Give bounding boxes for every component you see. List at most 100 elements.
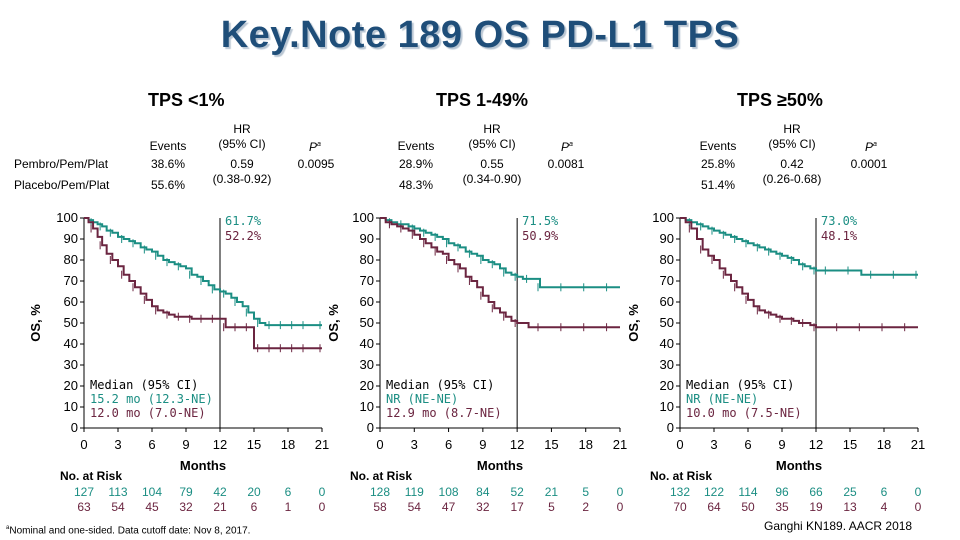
panel-3-y-tick-label: 40 <box>660 336 674 351</box>
panel-1-at-risk-placebo: 21 <box>213 500 227 514</box>
panel-3-x-tick-label: 0 <box>676 437 683 452</box>
panel-1-at-risk-label: No. at Risk <box>60 469 122 483</box>
panel-2-median-pembro: NR (NE-NE) <box>386 392 458 406</box>
panel-1-y-tick-label: 0 <box>71 420 78 435</box>
panel-3-at-risk-placebo: 0 <box>915 500 922 514</box>
panel-1-at-risk-pembro: 127 <box>74 485 94 499</box>
panel-3-at-risk-pembro: 132 <box>670 485 690 499</box>
panel-3-ci-value: (0.26-0.68) <box>762 172 822 186</box>
panel-2-ci-header: (95% CI) <box>468 137 516 151</box>
panel-1-events-pembro: 38.6% <box>150 157 186 171</box>
panel-2-at-risk-pembro: 52 <box>510 485 524 499</box>
panel-1-x-tick-label: 6 <box>148 437 155 452</box>
panel-3-at-risk-pembro: 66 <box>809 485 823 499</box>
panel-2-at-risk-placebo: 0 <box>617 500 624 514</box>
panel-1-y-tick-label: 30 <box>64 357 78 372</box>
panel-2-events-pembro: 28.9% <box>398 157 434 171</box>
panel-3-landmark-pembro: 73.0% <box>821 214 858 228</box>
panel-2-p-header: Pa <box>561 140 573 154</box>
panel-1-x-tick-label: 3 <box>114 437 121 452</box>
panel-3-y-tick-label: 100 <box>652 210 674 225</box>
panel-3-x-tick-label: 21 <box>911 437 925 452</box>
panel-2-y-tick-label: 90 <box>360 231 374 246</box>
panel-2-y-axis-label: OS, % <box>326 304 341 342</box>
panel-2-at-risk-pembro: 119 <box>405 485 424 499</box>
panel-1-hr-header: HR <box>233 122 251 136</box>
panel-1-at-risk-placebo: 32 <box>179 500 193 514</box>
panel-2-hr-value: 0.55 <box>480 157 504 171</box>
panel-3-at-risk-pembro: 122 <box>704 485 724 499</box>
panel-2-at-risk-placebo: 32 <box>476 500 490 514</box>
panel-2-y-tick-label: 100 <box>352 210 374 225</box>
panel-2-curve-placebo <box>380 217 620 329</box>
panel-1-title: TPS <1% <box>148 90 225 110</box>
panel-1-y-tick-label: 10 <box>64 399 78 414</box>
panel-1-y-tick-label: 50 <box>64 315 78 330</box>
panel-2-y-tick-label: 70 <box>360 273 374 288</box>
panel-3-events-placebo: 51.4% <box>700 178 736 192</box>
panel-3-events-header: Events <box>699 139 737 153</box>
panel-1-x-axis-label: Months <box>180 458 226 473</box>
panel-3-at-risk-pembro: 114 <box>738 485 757 499</box>
panel-1-at-risk-pembro: 6 <box>285 485 292 499</box>
panel-3-p-value: 0.0001 <box>850 157 888 171</box>
panel-1-median-label: Median (95% CI) <box>90 378 198 392</box>
panel-1-x-tick-label: 12 <box>213 437 227 452</box>
panel-3-title: TPS ≥50% <box>737 90 823 110</box>
panel-3-hr-header: HR <box>783 122 801 136</box>
panel-2-x-tick-label: 9 <box>479 437 486 452</box>
panel-2-at-risk-pembro: 84 <box>476 485 490 499</box>
panel-1-events-header: Events <box>149 139 187 153</box>
panel-1-x-tick-label: 18 <box>281 437 295 452</box>
panel-3-x-tick-label: 12 <box>809 437 823 452</box>
panel-3-y-tick-label: 60 <box>660 294 674 309</box>
panel-1-x-tick-label: 0 <box>80 437 87 452</box>
panel-3-hr-value: 0.42 <box>780 157 804 171</box>
panel-2-at-risk-pembro: 0 <box>617 485 624 499</box>
panel-1-median-pembro: 15.2 mo (12.3-NE) <box>90 392 213 406</box>
panel-2-median-label: Median (95% CI) <box>386 378 494 392</box>
panel-1-at-risk-placebo: 54 <box>111 500 125 514</box>
panel-3-at-risk-pembro: 96 <box>775 485 789 499</box>
panel-3-at-risk-placebo: 70 <box>673 500 687 514</box>
panel-2-x-tick-label: 12 <box>510 437 524 452</box>
panel-2-at-risk-pembro: 108 <box>439 485 459 499</box>
panel-1-x-tick-label: 15 <box>247 437 261 452</box>
panel-1-at-risk-placebo: 0 <box>319 500 326 514</box>
panel-2-x-tick-label: 3 <box>411 437 418 452</box>
panel-3-at-risk-placebo: 4 <box>881 500 888 514</box>
panel-3-y-tick-label: 70 <box>660 273 674 288</box>
panel-2-p-value: 0.0081 <box>547 157 585 171</box>
panel-3-at-risk-pembro: 25 <box>843 485 857 499</box>
panel-3-at-risk-placebo: 13 <box>843 500 857 514</box>
panel-3-median-placebo: 10.0 mo (7.5-NE) <box>686 406 802 420</box>
panel-2-y-tick-label: 30 <box>360 357 374 372</box>
arm-label-placebo: Placebo/Pem/Plat <box>14 178 110 192</box>
panel-1-at-risk-placebo: 6 <box>251 500 258 514</box>
panel-3-at-risk-label: No. at Risk <box>650 469 712 483</box>
panel-1-at-risk-placebo: 63 <box>77 500 91 514</box>
panel-1-at-risk-pembro: 20 <box>247 485 261 499</box>
panel-1-y-tick-label: 70 <box>64 273 78 288</box>
panel-2-at-risk-label: No. at Risk <box>350 469 412 483</box>
citation: Ganghi KN189. AACR 2018 <box>764 519 913 533</box>
panel-1-at-risk-pembro: 113 <box>108 485 127 499</box>
panel-3-y-tick-label: 20 <box>660 378 674 393</box>
panel-1-ci-header: (95% CI) <box>218 137 266 151</box>
panel-2-y-tick-label: 10 <box>360 399 374 414</box>
panel-2-events-header: Events <box>397 139 435 153</box>
panel-1-at-risk-pembro: 0 <box>319 485 326 499</box>
panel-1-hr-value: 0.59 <box>230 157 254 171</box>
panel-2-y-tick-label: 80 <box>360 252 374 267</box>
panel-2-y-tick-label: 40 <box>360 336 374 351</box>
panel-3-x-tick-label: 15 <box>843 437 857 452</box>
panel-2-hr-header: HR <box>483 122 501 136</box>
panel-3-at-risk-placebo: 64 <box>707 500 721 514</box>
panel-1-ci-value: (0.38-0.92) <box>212 172 272 186</box>
panel-2-at-risk-placebo: 58 <box>373 500 387 514</box>
panel-2-x-tick-label: 18 <box>578 437 592 452</box>
panel-2-x-axis-label: Months <box>477 458 523 473</box>
panel-1-p-value: 0.0095 <box>297 157 335 171</box>
panel-3-at-risk-pembro: 0 <box>915 485 922 499</box>
